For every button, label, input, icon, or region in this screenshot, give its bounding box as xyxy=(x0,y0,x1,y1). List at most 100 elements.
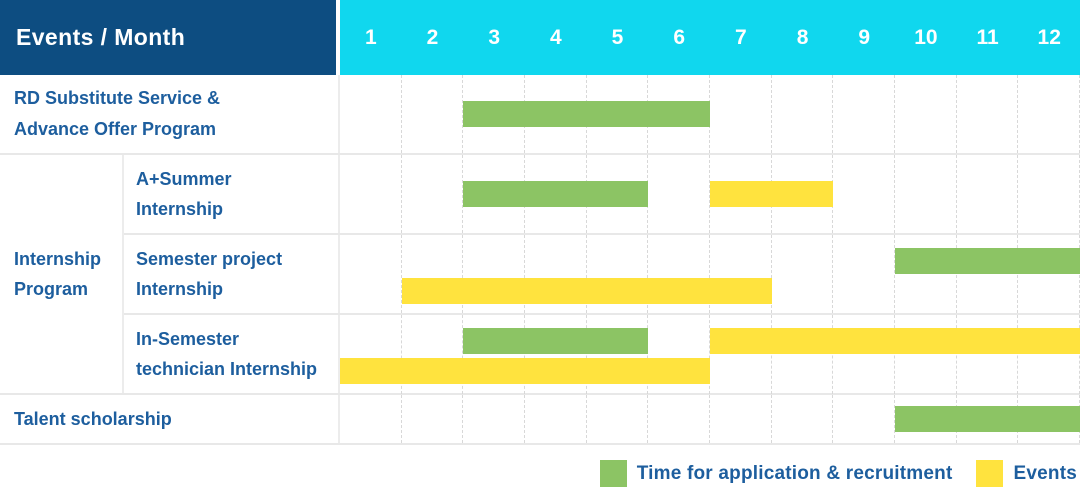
month-cell-9 xyxy=(833,155,896,234)
month-cell-8 xyxy=(772,395,834,444)
month-cell-6 xyxy=(648,235,711,314)
gantt-row: Semester project Internship xyxy=(124,233,1080,314)
bar-application xyxy=(463,181,649,208)
month-cell-1 xyxy=(340,155,402,234)
month-cell-5 xyxy=(587,315,649,394)
gantt-row: A+Summer Internship xyxy=(124,155,1080,234)
row-label-line: A+Summer xyxy=(136,168,232,189)
legend-item: Events xyxy=(976,460,1077,487)
group-subrows: A+Summer Internship Semester project Intern… xyxy=(124,155,1080,394)
month-cell-1 xyxy=(340,75,402,154)
month-header-12: 12 xyxy=(1037,25,1061,49)
month-header-strip: 1 2 3 4 5 6 7 8 9 10 11 12 xyxy=(340,0,1080,75)
group-label: Internship Program xyxy=(0,155,124,394)
bar-events xyxy=(710,181,834,208)
month-cell-5 xyxy=(587,235,649,314)
month-cell-1 xyxy=(340,395,402,444)
month-header-3: 3 xyxy=(488,25,501,49)
legend: Time for application & recruitment Events xyxy=(576,460,1077,487)
bar-events xyxy=(401,278,772,305)
month-cell-10 xyxy=(895,155,957,234)
row-label-line: Internship xyxy=(136,279,224,300)
bar-application xyxy=(463,101,710,128)
month-cell-3 xyxy=(463,315,526,394)
month-header-4: 4 xyxy=(550,25,562,49)
month-header-11: 11 xyxy=(976,25,999,49)
month-cell-11 xyxy=(957,75,1019,154)
row-group: Internship Program A+Summer Internship Seme… xyxy=(0,153,1080,394)
month-cell-10 xyxy=(895,235,957,314)
gantt-row: In-Semester technician Internship xyxy=(124,313,1080,394)
month-cell-3 xyxy=(463,235,526,314)
row-label-line: In-Semester xyxy=(136,328,240,349)
month-cell-4 xyxy=(525,395,587,444)
month-cell-11 xyxy=(957,235,1019,314)
month-cell-10 xyxy=(895,75,957,154)
month-cell-12 xyxy=(1018,155,1080,234)
month-cell-2 xyxy=(402,315,464,394)
legend-label: Time for application & recruitment xyxy=(636,462,953,484)
gantt-row: RD Substitute Service & Advance Offer Pro… xyxy=(0,75,1080,154)
month-header-1: 1 xyxy=(364,25,377,49)
bar-events xyxy=(710,327,1080,354)
month-cell-7 xyxy=(710,235,772,314)
row-label-line: RD Substitute Service & xyxy=(14,88,221,109)
month-cell-8 xyxy=(772,235,834,314)
month-header-6: 6 xyxy=(673,25,686,49)
month-cell-8 xyxy=(772,75,834,154)
month-cell-4 xyxy=(525,235,587,314)
month-grid xyxy=(340,75,1080,154)
legend-item: Time for application & recruitment xyxy=(599,460,953,487)
month-cell-6 xyxy=(648,155,711,234)
month-cell-2 xyxy=(402,155,464,234)
row-label: In-Semester technician Internship xyxy=(124,315,340,394)
month-grid xyxy=(340,315,1080,394)
gantt-row: Talent scholarship xyxy=(0,393,1080,444)
legend-label: Events xyxy=(1013,462,1077,484)
month-cell-1 xyxy=(340,315,402,394)
month-cell-9 xyxy=(833,315,896,394)
month-cell-2 xyxy=(402,75,464,154)
row-label: Semester project Internship xyxy=(124,235,340,314)
row-label-line: Advance Offer Program xyxy=(14,119,217,140)
month-cell-7 xyxy=(710,75,772,154)
row-label-line: Semester project xyxy=(136,248,283,269)
month-grid xyxy=(340,235,1080,314)
row-label-line: Talent scholarship xyxy=(14,408,172,429)
month-cell-2 xyxy=(402,395,464,444)
month-cell-5 xyxy=(587,395,649,444)
month-header-9: 9 xyxy=(858,25,871,49)
month-header-7: 7 xyxy=(735,25,747,49)
month-cell-11 xyxy=(957,155,1019,234)
month-cell-7 xyxy=(710,395,772,444)
month-cell-12 xyxy=(1018,75,1080,154)
month-header-2: 2 xyxy=(426,25,439,49)
bar-application xyxy=(895,247,1080,274)
gantt-body: RD Substitute Service & Advance Offer Pro… xyxy=(0,75,1080,445)
legend-swatch-application xyxy=(599,460,627,487)
month-cell-10 xyxy=(895,315,957,394)
row-label: A+Summer Internship xyxy=(124,155,340,234)
month-cell-9 xyxy=(833,395,896,444)
month-cell-3 xyxy=(463,395,526,444)
bar-events xyxy=(340,358,710,385)
month-cell-7 xyxy=(710,315,772,394)
row-label: Talent scholarship xyxy=(0,395,340,444)
month-cell-4 xyxy=(525,315,587,394)
header-row: Events / Month 1 2 3 4 5 6 7 8 9 10 11 12 xyxy=(0,0,1080,75)
bar-application xyxy=(895,406,1080,433)
month-cell-8 xyxy=(772,315,834,394)
month-header-8: 8 xyxy=(796,25,809,49)
month-header-5: 5 xyxy=(611,25,624,49)
row-label-line: Internship xyxy=(136,199,224,220)
month-cell-6 xyxy=(648,395,711,444)
legend-swatch-events xyxy=(976,460,1004,487)
month-cell-1 xyxy=(340,235,402,314)
month-grid xyxy=(340,395,1080,444)
month-cell-6 xyxy=(648,315,711,394)
month-grid xyxy=(340,155,1080,234)
month-cell-9 xyxy=(833,235,896,314)
month-header-10: 10 xyxy=(914,25,938,49)
events-month-header-cell: Events / Month xyxy=(0,0,340,75)
